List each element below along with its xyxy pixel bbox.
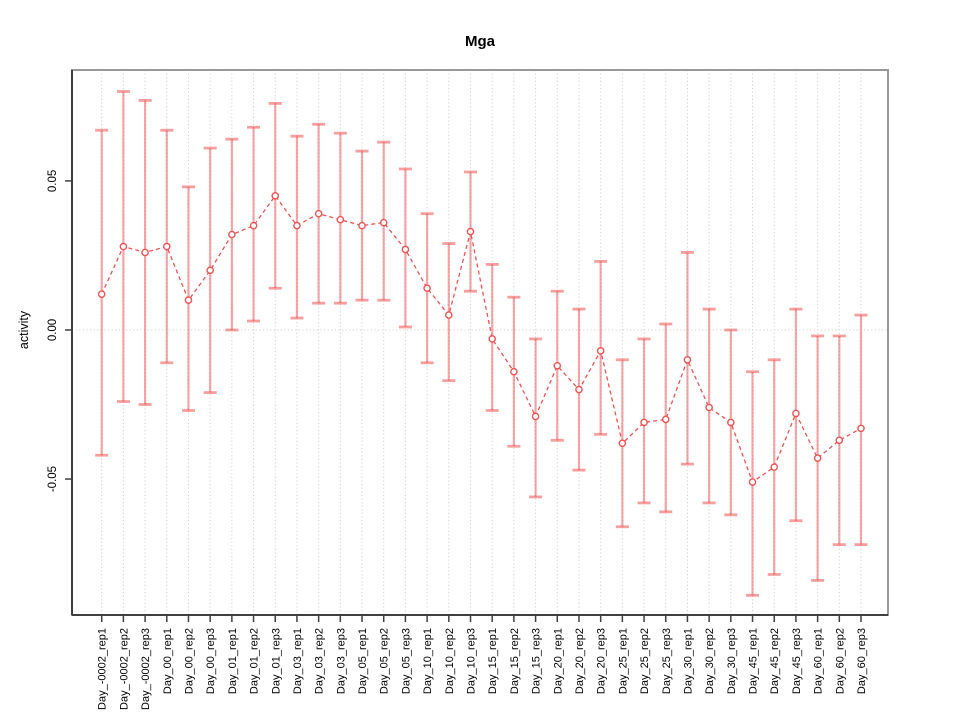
x-tick-label: Day_10_rep1 (422, 628, 434, 694)
data-point (119, 242, 128, 251)
data-point (445, 311, 453, 319)
x-tick-label: Day_15_rep3 (531, 628, 543, 694)
data-point (792, 409, 800, 418)
data-point (184, 296, 193, 304)
x-tick-label: Day_05_rep3 (400, 628, 412, 694)
data-point (770, 463, 779, 471)
data-point (683, 355, 692, 364)
data-point (358, 221, 366, 230)
x-tick-label: Day_45_rep3 (791, 628, 803, 694)
plot-border (71, 69, 889, 616)
x-tick-label: Day_25_rep1 (617, 628, 629, 694)
data-point (228, 230, 236, 239)
x-tick-label: Day_-0002_rep2 (118, 628, 130, 710)
data-point (618, 439, 627, 448)
x-tick-label: Day_25_rep2 (639, 628, 651, 694)
x-tick-label: Day_10_rep3 (466, 628, 478, 694)
x-tick-label: Day_45_rep2 (769, 628, 781, 694)
x-tick-label: Day_01_rep3 (270, 628, 282, 694)
x-tick-label: Day_45_rep1 (748, 628, 760, 694)
data-point (705, 403, 713, 412)
y-tick-label: 0.05 (47, 170, 59, 192)
x-tick-label: Day_30_rep3 (726, 628, 738, 694)
x-tick-label: Day_00_rep2 (183, 628, 195, 694)
data-point (293, 221, 301, 230)
data-point (162, 242, 171, 251)
data-point (401, 245, 410, 254)
data-point (510, 367, 518, 376)
x-tick-label: Day_05_rep2 (379, 628, 391, 694)
data-point (835, 436, 844, 445)
data-point (488, 335, 496, 343)
x-tick-label: Day_01_rep2 (249, 628, 261, 694)
data-point (857, 424, 865, 433)
data-point (466, 227, 475, 236)
x-tick-label: Day_-0002_rep1 (97, 628, 109, 710)
data-point (748, 478, 757, 486)
x-tick-label: Day_20_rep1 (552, 628, 564, 694)
x-tick-label: Day_05_rep1 (357, 628, 369, 694)
data-point (640, 418, 648, 427)
x-tick-label: Day_60_rep2 (834, 628, 846, 694)
data-point (813, 454, 822, 462)
x-tick-label: Day_10_rep2 (444, 628, 456, 694)
x-tick-label: Day_03_rep2 (314, 628, 326, 694)
data-point (249, 221, 258, 230)
data-point (379, 218, 388, 227)
data-point (336, 215, 345, 224)
x-tick-label: Day_30_rep2 (704, 628, 716, 694)
x-tick-label: Day_00_rep3 (205, 628, 217, 694)
data-point (531, 412, 540, 421)
x-tick-label: Day_25_rep3 (661, 628, 673, 694)
chart-title: Mga (465, 33, 495, 50)
x-tick-label: Day_01_rep1 (227, 628, 239, 694)
data-point (141, 248, 149, 257)
data-point (314, 209, 323, 218)
y-tick-label: 0.00 (47, 319, 59, 341)
x-tick-label: Day_15_rep2 (509, 628, 521, 694)
data-point (596, 347, 605, 355)
data-point (423, 284, 431, 293)
x-tick-label: Day_-0002_rep3 (140, 628, 152, 710)
data-point (97, 290, 106, 299)
y-tick-label: -0.05 (47, 466, 59, 492)
x-tick-label: Day_20_rep2 (574, 628, 586, 694)
x-tick-label: Day_60_rep3 (856, 628, 868, 694)
data-point (727, 418, 735, 427)
x-tick-label: Day_20_rep3 (596, 628, 608, 694)
data-point (661, 415, 670, 424)
data-point (271, 192, 280, 200)
x-tick-label: Day_00_rep1 (162, 628, 174, 694)
x-tick-label: Day_15_rep1 (487, 628, 499, 694)
x-tick-label: Day_60_rep1 (813, 628, 825, 694)
data-point (575, 385, 583, 394)
x-tick-label: Day_03_rep3 (335, 628, 347, 694)
x-tick-label: Day_30_rep1 (682, 628, 694, 694)
data-point (206, 266, 214, 275)
series-line (101, 194, 862, 484)
x-tick-label: Day_03_rep1 (292, 628, 304, 694)
data-point (553, 361, 562, 370)
